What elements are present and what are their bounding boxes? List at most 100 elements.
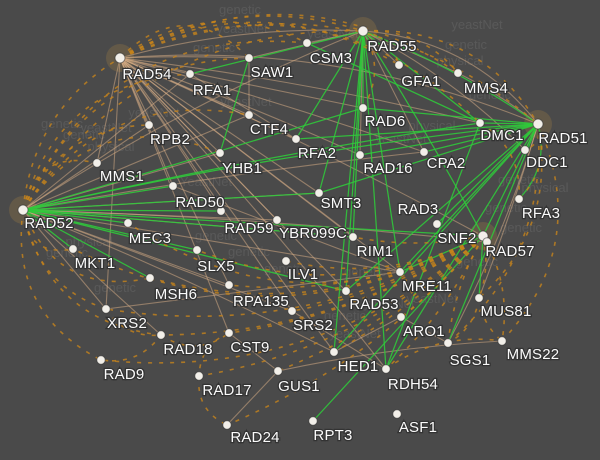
node-CPA2[interactable] [419,147,429,157]
node-RAD59[interactable] [216,206,226,216]
node-RFA2[interactable] [291,134,301,144]
edge-RAD52-MRE11[interactable] [22,209,401,273]
edge-RAD52-RAD9[interactable] [20,209,102,361]
edge-RAD52-XRS2[interactable] [22,209,107,310]
edge-RAD54-MRE11[interactable] [119,57,401,273]
edge-RAD52-SMT3[interactable] [22,192,320,211]
edge-SNF2-MEC3[interactable] [127,222,484,284]
edge-RAD52-SAW1[interactable] [22,57,250,211]
edge-RAD54-CSM3[interactable] [119,21,308,59]
node-YBR099C[interactable] [272,215,282,225]
node-RAD9[interactable] [96,355,106,365]
node-RPB2[interactable] [144,120,154,130]
edge-SNF2-SLX5[interactable] [196,235,484,276]
edge-RAD51-SGS1[interactable] [447,123,540,344]
edge-RAD54-SNF2[interactable] [119,57,484,237]
edge-RAD54-GFA1[interactable] [119,21,400,66]
node-CST9[interactable] [224,328,234,338]
edge-RAD55-RAD51[interactable] [362,30,539,125]
edge-RAD55-RDH54[interactable] [362,30,387,370]
edge-SNF2-RDH54[interactable] [385,235,484,370]
edge-RAD54-DMC1[interactable] [119,57,481,124]
edge-RAD53-RAD51[interactable] [345,123,539,292]
node-RPA135[interactable] [224,280,234,290]
node-SGS1[interactable] [443,338,453,348]
node-ARO1[interactable] [396,312,406,322]
node-RFA3[interactable] [514,194,524,204]
edge-RAD52-CPA2[interactable] [22,151,425,211]
edge-RAD52-MMS1[interactable] [22,159,98,211]
node-YHB1[interactable] [215,148,225,158]
edge-SNF2-CST9[interactable] [228,235,484,334]
edge-RAD55-RAD51[interactable] [362,30,539,125]
node-ILV1[interactable] [281,256,291,266]
edge-RAD55-RAD53[interactable] [345,30,364,292]
edge-RAD6-RAD51[interactable] [362,107,539,125]
edge-RAD55-DDC1[interactable] [362,30,526,151]
edge-RAD52-HED1[interactable] [22,209,335,353]
node-MKT1[interactable] [68,244,78,254]
node-MRE11[interactable] [395,267,405,277]
edge-RFA3-RAD51[interactable] [518,123,542,200]
edge-SNF2-MMS22[interactable] [482,235,506,342]
edge-RAD52-RAD50[interactable] [22,185,174,211]
node-CTF4[interactable] [244,110,254,120]
edge-SNF2-MUS81[interactable] [478,235,487,299]
edge-RAD54-RAD53[interactable] [119,57,347,292]
edge-SNF2-RAD17[interactable] [198,235,484,377]
node-CSM3[interactable] [302,38,312,48]
edge-RAD55-MMS4[interactable] [362,30,459,74]
node-MMS1[interactable] [92,158,102,168]
edge-RAD52-RAD18[interactable] [22,209,162,336]
node-RAD17[interactable] [194,371,204,381]
edge-RAD18-CST9[interactable] [160,332,230,347]
edge-MRE11-RAD50[interactable] [172,185,401,273]
edge-RAD52-RIM1[interactable] [22,209,354,238]
edge-SNF2-RAD9[interactable] [100,235,484,364]
edge-CSM3-DMC1[interactable] [306,42,481,124]
node-RAD24[interactable] [222,420,232,430]
edge-CST9-GUS1[interactable] [228,332,279,372]
edge-RAD52-RAD59[interactable] [22,209,222,212]
edge-RAD52-MSH6[interactable] [22,209,151,283]
edge-SNF2-MKT1[interactable] [72,235,484,297]
node-SLX5[interactable] [192,245,202,255]
node-ASF1[interactable] [392,409,402,419]
node-MSH6[interactable] [145,273,155,283]
edge-RAD54-MMS1[interactable] [96,57,121,164]
node-SAW1[interactable] [244,53,254,63]
edge-RAD55-RFA1[interactable] [189,30,364,75]
edge-RAD52-RAD57[interactable] [22,209,488,243]
node-SRS2[interactable] [287,306,297,316]
edge-RAD55-DMC1[interactable] [362,30,481,124]
edge-RAD52-RAD53[interactable] [22,209,347,292]
node-RAD51[interactable] [532,118,544,130]
node-SMT3[interactable] [314,188,324,198]
edge-SNF2-RAD51[interactable] [482,123,539,237]
edge-DMC1-RDH54[interactable] [385,122,481,370]
edge-RAD52-RAD54[interactable] [22,57,121,211]
node-RAD50[interactable] [168,181,178,191]
node-HED1[interactable] [329,347,339,357]
edge-RAD9-RAD18[interactable] [100,334,162,362]
edge-RAD54-YHB1[interactable] [119,57,221,154]
edge-RAD55-SNF2[interactable] [362,30,484,237]
node-RAD53[interactable] [341,286,351,296]
node-RAD6[interactable] [358,103,368,113]
edge-RAD52-SLX5[interactable] [22,209,198,251]
node-RDH54[interactable] [381,364,391,374]
edge-SNF2-SRS2[interactable] [291,235,484,312]
edge-HED1-ARO1[interactable] [333,316,402,353]
edge-RAD52-RAD51[interactable] [22,123,539,211]
edge-RAD54-RDH54[interactable] [119,57,387,370]
node-RFA1[interactable] [185,69,195,79]
node-RAD55[interactable] [357,25,369,37]
edge-SNF2-HED1[interactable] [333,235,484,353]
node-MUS81[interactable] [474,293,484,303]
node-RAD18[interactable] [156,330,166,340]
edge-GUS1-MMS22[interactable] [277,340,503,372]
edge-SNF2-RAD24[interactable] [226,235,484,426]
node-RAD54[interactable] [114,52,126,64]
edge-RAD51-MUS81[interactable] [478,123,543,299]
